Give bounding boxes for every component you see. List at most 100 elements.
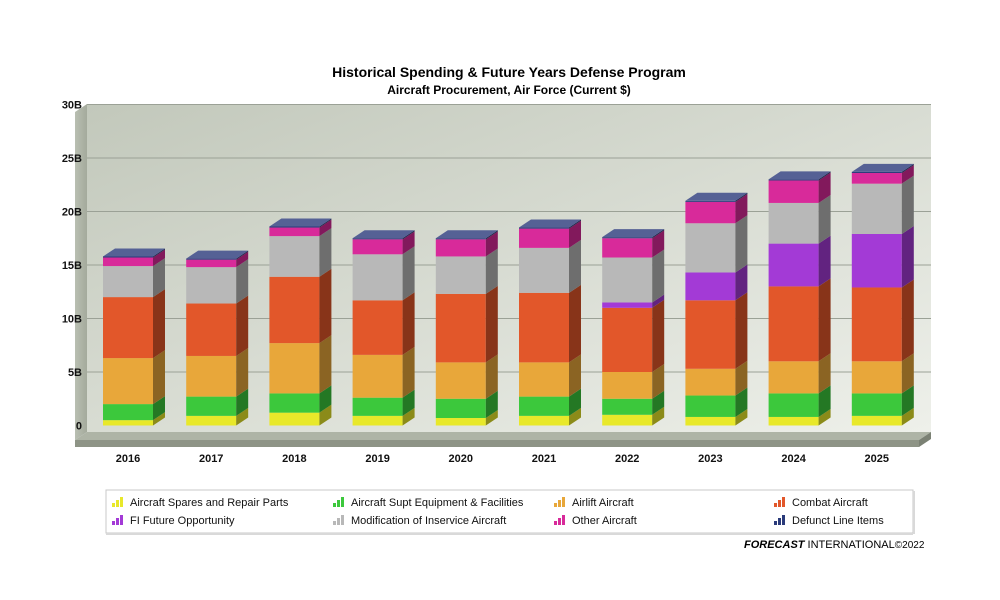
x-tick-label: 2024	[781, 453, 806, 465]
bar-segment	[186, 250, 249, 260]
bar-segment	[435, 230, 498, 240]
bar-segment	[269, 228, 332, 277]
bar-segment	[685, 408, 748, 426]
bar-stack-2020	[435, 230, 498, 426]
floor-front-edge	[75, 440, 919, 447]
bar-segment	[103, 249, 165, 267]
bar-segment	[602, 249, 665, 303]
bar-segment	[685, 193, 748, 224]
y-tick-label: 5B	[68, 367, 82, 379]
x-axis-tick-labels: 2016 2017 2018 2019 2020 2021 2022 2023 2024 2025	[116, 453, 889, 465]
bar-segment	[186, 295, 249, 356]
bar-segment	[768, 408, 831, 426]
legend-item: Modification of Inservice Aircraft	[333, 515, 506, 527]
bar-segment	[103, 289, 165, 359]
brand-light: INTERNATIONAL	[805, 539, 895, 551]
bar-segment	[685, 264, 748, 301]
bar-segment	[602, 299, 665, 372]
bar-segment	[435, 231, 498, 257]
bar-segment	[269, 335, 332, 394]
bar-stack-2016	[103, 248, 165, 426]
legend-label: FI Future Opportunity	[130, 515, 235, 527]
bar-segment	[103, 350, 165, 405]
legend-item: Other Aircraft	[554, 515, 637, 527]
bars	[103, 163, 914, 426]
bar-segment	[186, 251, 249, 268]
bar-segment	[851, 407, 914, 426]
bar-segment	[851, 279, 914, 362]
x-tick-label: 2019	[365, 453, 389, 465]
bar-segment	[103, 258, 165, 298]
legend-item: Airlift Aircraft	[554, 497, 634, 509]
legend-label: Other Aircraft	[572, 515, 637, 527]
y-tick-label: 15B	[62, 260, 82, 272]
y-tick-label: 30B	[62, 100, 82, 112]
bar-segment	[352, 231, 415, 255]
bar-segment	[435, 390, 498, 419]
legend-item: Aircraft Supt Equipment & Facilities	[333, 497, 524, 509]
bar-segment	[519, 239, 581, 293]
bar-segment	[352, 346, 415, 398]
bar-segment	[602, 230, 665, 258]
bar-segment	[851, 175, 914, 234]
bar-segment	[352, 407, 415, 426]
bar-segment	[768, 278, 831, 362]
x-tick-label: 2018	[282, 453, 306, 465]
bar-segment	[851, 385, 914, 416]
legend-label: Airlift Aircraft	[572, 497, 634, 509]
legend-box	[105, 489, 914, 534]
bar-segment	[685, 192, 748, 202]
bar-stack-2018	[269, 218, 332, 426]
y-axis-tick-labels: 0 5B 10B 15B 20B 25B 30B	[62, 100, 82, 433]
bar-stack-2025	[851, 163, 914, 426]
bar-segment	[685, 387, 748, 417]
bar-segment	[352, 389, 415, 416]
legend-label: Aircraft Supt Equipment & Facilities	[351, 497, 524, 509]
bar-segment	[186, 388, 249, 416]
bar-segment	[269, 219, 332, 237]
bar-segment	[768, 172, 831, 203]
legend-label: Modification of Inservice Aircraft	[351, 515, 506, 527]
bar-segment	[186, 407, 249, 426]
bar-segment	[352, 292, 415, 355]
bar-stack-2021	[519, 219, 581, 426]
bar-segment	[435, 354, 498, 399]
bar-segment	[768, 194, 831, 244]
bar-segment	[768, 385, 831, 417]
bar-segment	[685, 292, 748, 369]
bar-segment	[269, 385, 332, 413]
floor	[75, 432, 931, 440]
bar-segment	[519, 388, 581, 416]
bar-segment	[269, 218, 332, 228]
bar-segment	[435, 285, 498, 363]
bar-segment	[685, 215, 748, 273]
bar-segment	[602, 390, 665, 415]
bar-stack-2022	[602, 229, 665, 426]
chart-subtitle: Aircraft Procurement, Air Force (Current…	[387, 83, 631, 97]
brand-logo: FORECAST INTERNATIONAL©2022	[744, 539, 925, 551]
bar-segment	[519, 284, 581, 363]
copyright: ©2022	[895, 540, 925, 551]
bar-segment	[519, 220, 581, 248]
x-tick-label: 2022	[615, 453, 639, 465]
x-tick-label: 2023	[698, 453, 722, 465]
bar-segment	[352, 246, 415, 301]
bar-segment	[103, 396, 165, 421]
side-wall	[75, 104, 87, 440]
legend: Aircraft Spares and Repair Parts Aircraft…	[112, 497, 884, 527]
bar-segment	[602, 294, 665, 308]
bar-segment	[519, 354, 581, 397]
x-tick-label: 2025	[865, 453, 889, 465]
bar-segment	[186, 347, 249, 397]
legend-label: Aircraft Spares and Repair Parts	[130, 497, 289, 509]
bar-segment	[851, 164, 914, 184]
y-tick-label: 20B	[62, 207, 82, 219]
bar-segment	[851, 353, 914, 394]
bar-segment	[103, 412, 165, 426]
bar-segment	[519, 407, 581, 426]
bar-segment	[768, 171, 831, 181]
floor-side-edge	[919, 432, 931, 447]
y-tick-label: 25B	[62, 153, 82, 165]
legend-label: Defunct Line Items	[792, 515, 884, 527]
bar-segment	[435, 410, 498, 426]
